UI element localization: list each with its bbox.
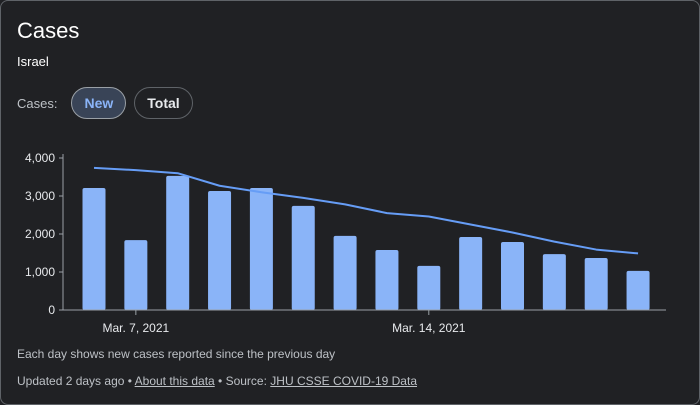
about-data-link[interactable]: About this data (134, 374, 215, 388)
y-tick-label: 4,000 (25, 151, 55, 165)
updated-text: Updated 2 days ago (17, 374, 125, 388)
y-tick-label: 2,000 (25, 227, 55, 241)
source-prefix: Source: (225, 374, 271, 388)
bar-mar-16 (501, 241, 524, 310)
chart-note: Each day shows new cases reported since … (17, 347, 336, 361)
new-cases-chip[interactable]: New (71, 87, 127, 119)
bar-mar-17 (542, 254, 566, 310)
bar-mar-10 (249, 188, 273, 310)
bar-mar-18 (584, 257, 608, 310)
separator: • (214, 374, 226, 388)
bar-mar-12 (333, 235, 357, 310)
footer: Updated 2 days ago • About this data • S… (17, 374, 417, 388)
bar-mar-13 (375, 249, 399, 310)
separator: • (124, 374, 135, 388)
y-tick-label: 0 (48, 303, 55, 317)
total-cases-chip[interactable]: Total (134, 87, 193, 119)
bar-mar-15 (459, 237, 483, 310)
bar-mar-19 (626, 270, 650, 310)
cases-chart: 0 1,000 2,000 3,000 4,000 Mar. 7, 2021 Mar. 14… (25, 151, 666, 335)
seven-day-average-line (93, 166, 639, 255)
x-tick-label: Mar. 14, 2021 (392, 321, 466, 335)
y-tick-label: 3,000 (25, 189, 55, 203)
toggle-label: Cases: (17, 95, 58, 111)
bar-mar-9 (208, 191, 232, 310)
bar-mar-8 (166, 175, 190, 310)
y-tick-label: 1,000 (25, 265, 55, 279)
source-link[interactable]: JHU CSSE COVID-19 Data (270, 374, 417, 388)
bar-mar-11 (291, 205, 315, 310)
location-label: Israel (17, 54, 49, 69)
card-title: Cases (17, 18, 80, 43)
bar-mar-6 (82, 188, 106, 310)
x-tick-label: Mar. 7, 2021 (102, 321, 169, 335)
bar-mar-7 (124, 240, 148, 310)
cases-toggle: Cases: New Total (17, 87, 193, 119)
bar-mar-14 (417, 265, 441, 310)
